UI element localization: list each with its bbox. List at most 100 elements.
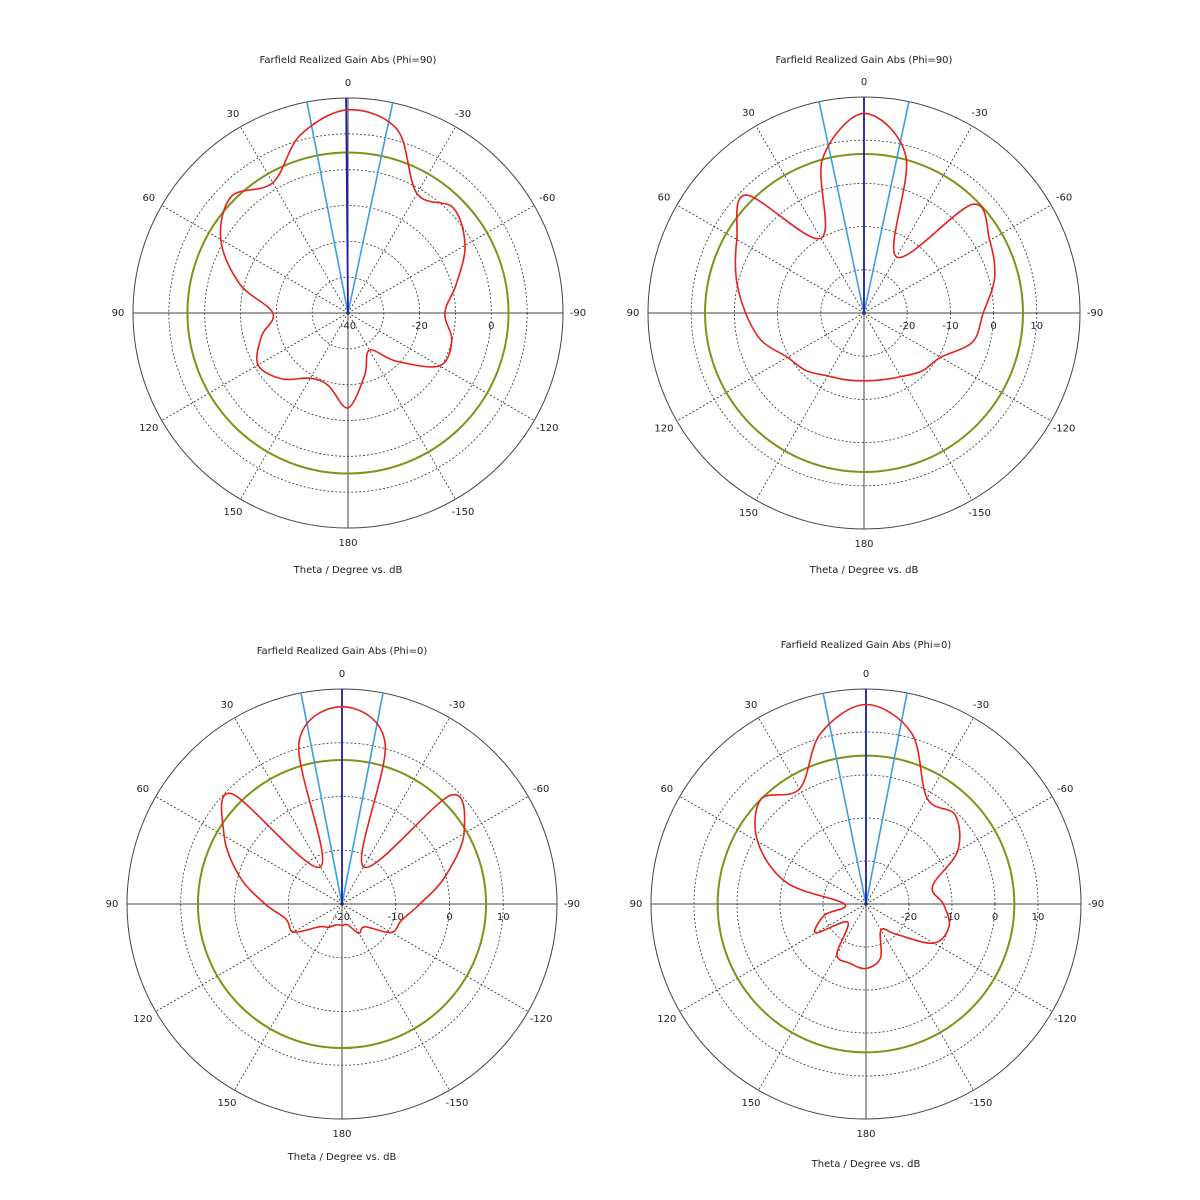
axis-label: Theta / Degree vs. dB (287, 1152, 397, 1163)
angle-tick-label: -90 (1088, 899, 1104, 910)
r-tick-label: 0 (990, 321, 996, 332)
angle-grid-line (863, 312, 1052, 422)
beam-direction-line (345, 98, 349, 314)
angle-grid-line (679, 796, 867, 905)
axis-label: Theta / Degree vs. dB (293, 565, 403, 576)
angle-tick-label: -150 (446, 1098, 469, 1109)
angle-grid-line (863, 204, 1052, 314)
angle-grid-line (865, 717, 974, 905)
angle-tick-label: -30 (449, 700, 465, 711)
angle-tick-label: 30 (227, 109, 240, 120)
angle-tick-label: 150 (223, 507, 242, 518)
angle-tick-label: 150 (739, 508, 758, 519)
r-tick-label: 0 (446, 912, 452, 923)
angle-grid-line (676, 312, 865, 422)
angle-tick-label: -60 (1057, 784, 1073, 795)
angle-tick-label: 0 (345, 78, 351, 89)
angle-grid-line (865, 796, 1053, 905)
angle-tick-label: 60 (660, 784, 673, 795)
angle-tick-label: 180 (332, 1129, 351, 1140)
pattern-curve (219, 108, 466, 409)
beamwidth-line (863, 101, 910, 314)
angle-tick-label: 120 (657, 1014, 676, 1025)
angle-tick-label: 30 (742, 108, 755, 119)
chart-title: Farfield Realized Gain Abs (Phi=90) (260, 55, 437, 66)
pattern-curve (754, 703, 961, 970)
r-tick-label: -20 (901, 912, 917, 923)
angle-tick-label: -120 (530, 1014, 553, 1025)
angle-tick-label: 180 (338, 538, 357, 549)
angle-tick-label: 60 (136, 784, 149, 795)
angle-tick-label: 150 (217, 1098, 236, 1109)
angle-tick-label: 90 (630, 899, 643, 910)
beamwidth-line (341, 692, 384, 905)
angle-tick-label: 120 (654, 424, 673, 435)
angle-grid-line (341, 717, 450, 905)
r-tick-label: -20 (334, 912, 350, 923)
r-tick-label: -10 (944, 912, 960, 923)
r-tick-label: 10 (497, 912, 510, 923)
angle-grid-line (341, 796, 529, 905)
angle-tick-label: -30 (971, 108, 987, 119)
beamwidth-line (306, 101, 349, 314)
angle-tick-label: -120 (536, 423, 559, 434)
angle-tick-label: -90 (1087, 308, 1103, 319)
beamwidth-line (300, 692, 343, 905)
angle-tick-label: -150 (970, 1098, 993, 1109)
angle-tick-label: 60 (658, 193, 671, 204)
r-tick-label: -20 (899, 321, 915, 332)
angle-grid-line (865, 903, 974, 1091)
angle-tick-label: -150 (968, 508, 991, 519)
angle-tick-label: 0 (339, 669, 345, 680)
angle-tick-label: 60 (142, 193, 155, 204)
r-tick-label: -20 (411, 321, 427, 332)
r-tick-label: -10 (942, 321, 958, 332)
angle-tick-label: -60 (533, 784, 549, 795)
angle-tick-label: -60 (1056, 193, 1072, 204)
r-tick-label: 0 (488, 321, 494, 332)
angle-grid-line (863, 312, 973, 501)
pattern-curve (220, 705, 466, 935)
r-tick-label: 0 (992, 912, 998, 923)
angle-grid-line (676, 204, 865, 314)
angle-tick-label: -60 (539, 193, 555, 204)
angle-tick-label: -90 (570, 308, 586, 319)
angle-tick-label: -150 (452, 507, 475, 518)
angle-tick-label: 30 (221, 700, 234, 711)
angle-tick-label: -30 (973, 700, 989, 711)
r-tick-label: -10 (388, 912, 404, 923)
beamwidth-line (818, 101, 865, 314)
angle-tick-label: -120 (1054, 1014, 1077, 1025)
angle-tick-label: -90 (564, 899, 580, 910)
angle-grid-line (347, 126, 456, 314)
angle-tick-label: -30 (455, 109, 471, 120)
threshold-circle (186, 151, 510, 475)
angle-grid-line (755, 125, 865, 314)
angle-tick-label: 90 (106, 899, 119, 910)
beamwidth-line (865, 692, 908, 905)
chart-title: Farfield Realized Gain Abs (Phi=90) (776, 55, 953, 66)
angle-tick-label: 30 (745, 700, 758, 711)
angle-tick-label: 120 (133, 1014, 152, 1025)
pattern-curve (734, 112, 996, 382)
angle-grid-line (347, 205, 535, 314)
axis-label: Theta / Degree vs. dB (809, 565, 919, 576)
angle-tick-label: -120 (1053, 424, 1076, 435)
r-tick-label: -40 (340, 321, 356, 332)
angle-tick-label: 120 (139, 423, 158, 434)
angle-tick-label: 150 (741, 1098, 760, 1109)
r-tick-label: 10 (1030, 321, 1043, 332)
angle-tick-label: 180 (856, 1129, 875, 1140)
angle-grid-line (758, 903, 867, 1091)
beamwidth-line (822, 693, 867, 905)
angle-grid-line (863, 125, 973, 314)
angle-tick-label: 90 (627, 308, 640, 319)
chart-title: Farfield Realized Gain Abs (Phi=0) (257, 646, 428, 657)
chart-title: Farfield Realized Gain Abs (Phi=0) (781, 640, 952, 651)
axis-label: Theta / Degree vs. dB (811, 1159, 921, 1170)
angle-grid-line (755, 312, 865, 501)
angle-tick-label: 180 (854, 539, 873, 550)
r-tick-label: 10 (1032, 912, 1045, 923)
beamwidth-line (347, 102, 394, 314)
